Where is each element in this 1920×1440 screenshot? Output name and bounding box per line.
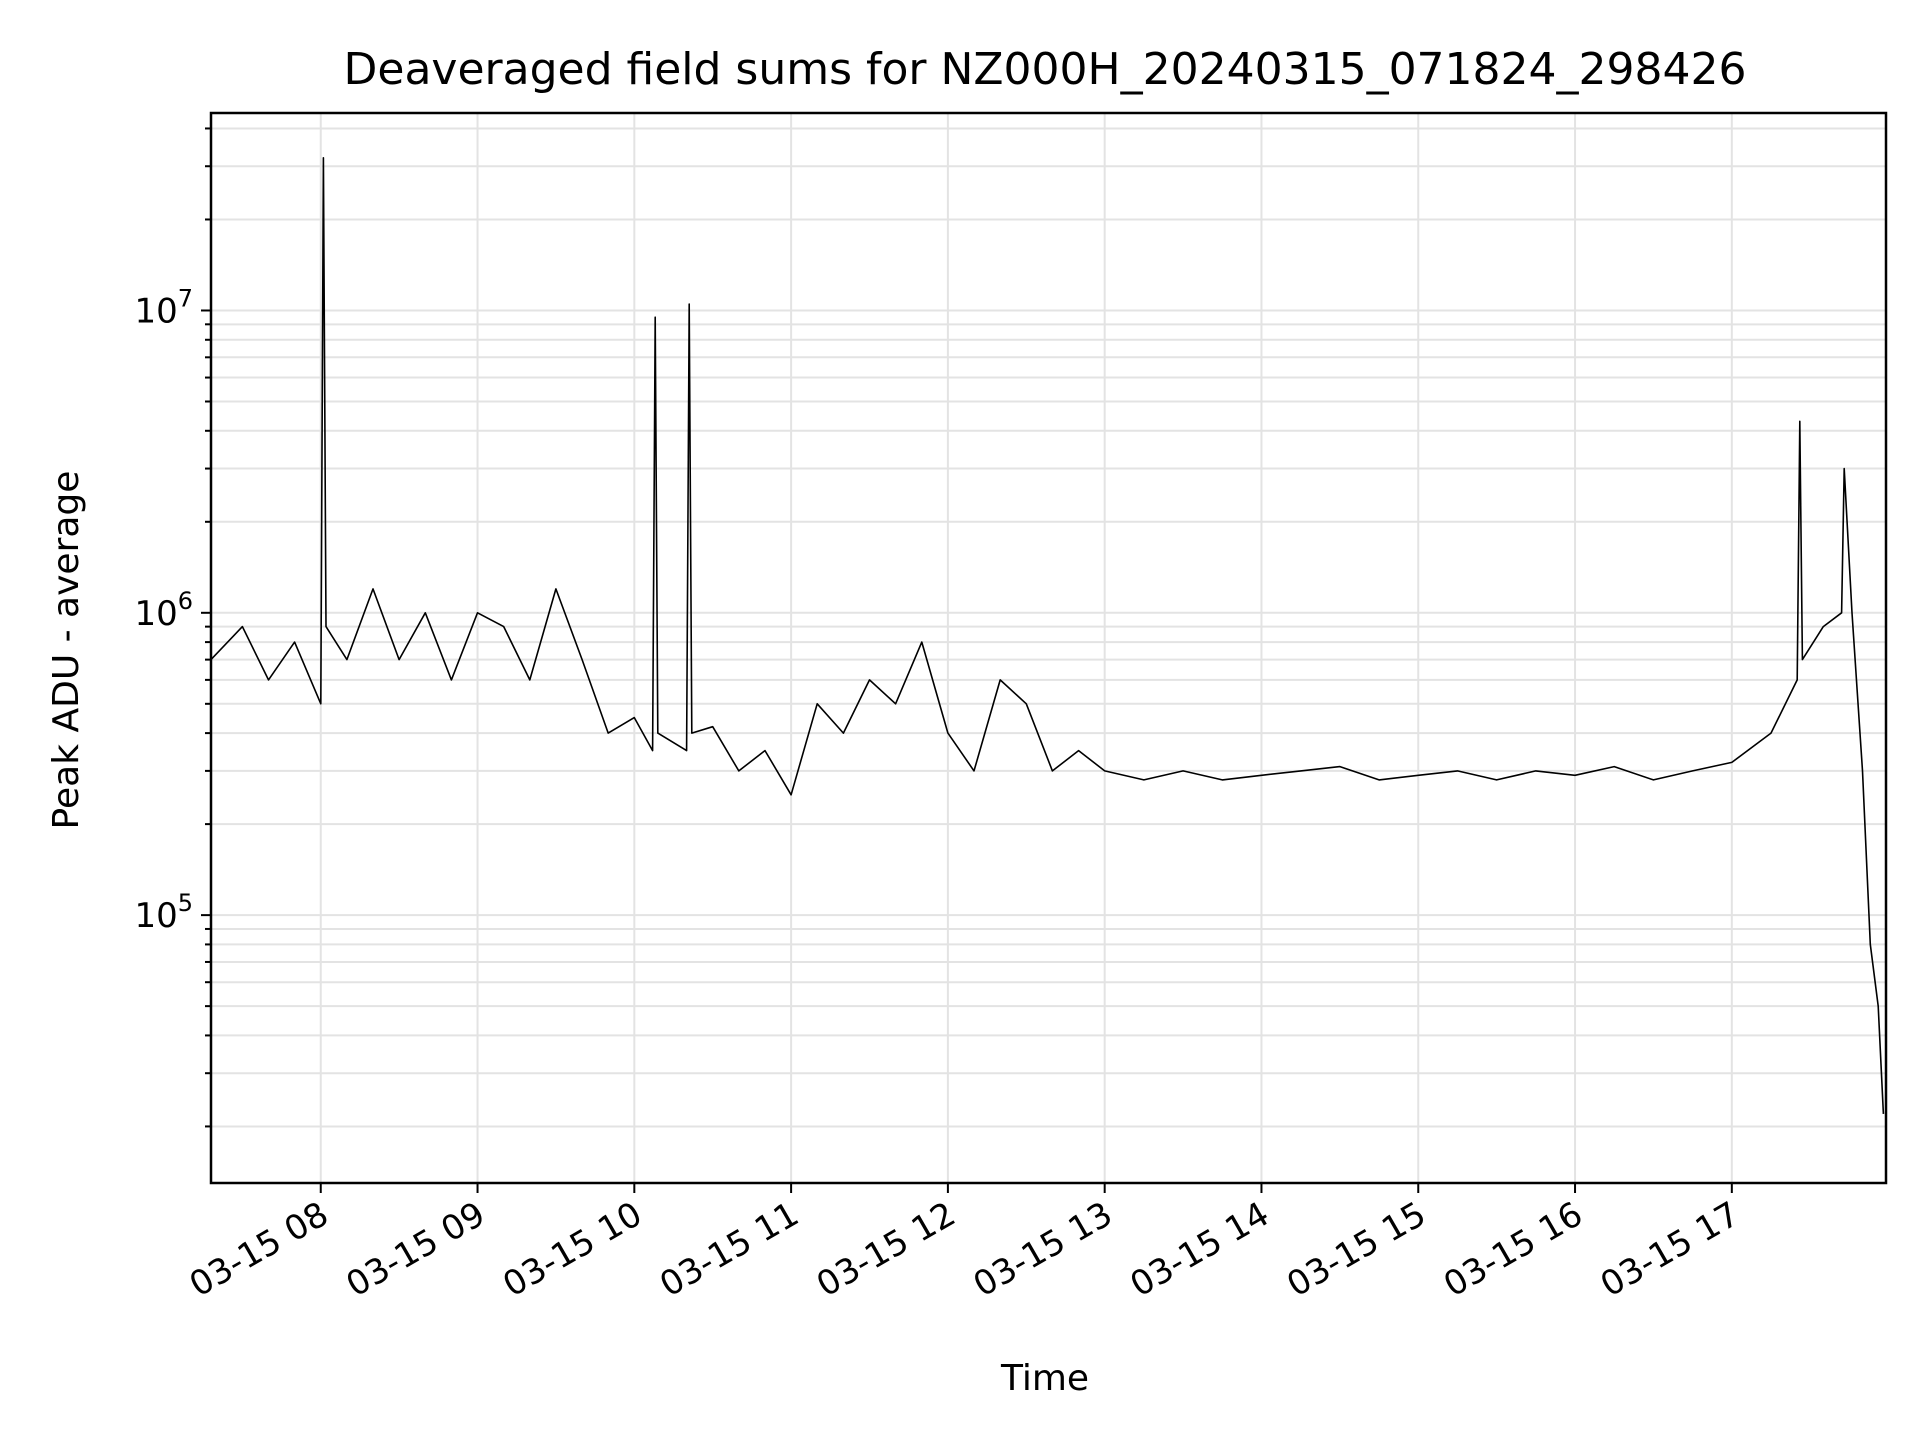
y-tick-label: 105 <box>134 889 193 936</box>
series-line <box>210 157 1885 1114</box>
y-tick-label: 106 <box>134 587 193 634</box>
y-tick-label-base: 10 <box>134 594 177 634</box>
y-tick-label-exponent: 5 <box>178 889 193 917</box>
y-tick-label-base: 10 <box>134 291 177 331</box>
y-tick-label-exponent: 7 <box>178 284 193 312</box>
y-tick-label-base: 10 <box>134 896 177 936</box>
y-axis-label: Peak ADU - average <box>46 471 87 830</box>
series-layer <box>210 157 1885 1114</box>
y-tick-label-exponent: 6 <box>178 587 193 615</box>
plot-frame <box>209 111 1888 1185</box>
y-tick-label: 107 <box>134 284 193 331</box>
chart-title: Deaveraged field sums for NZ000H_2024031… <box>344 44 1747 95</box>
x-axis-label: Time <box>1000 1358 1089 1399</box>
grid <box>211 113 1886 1183</box>
